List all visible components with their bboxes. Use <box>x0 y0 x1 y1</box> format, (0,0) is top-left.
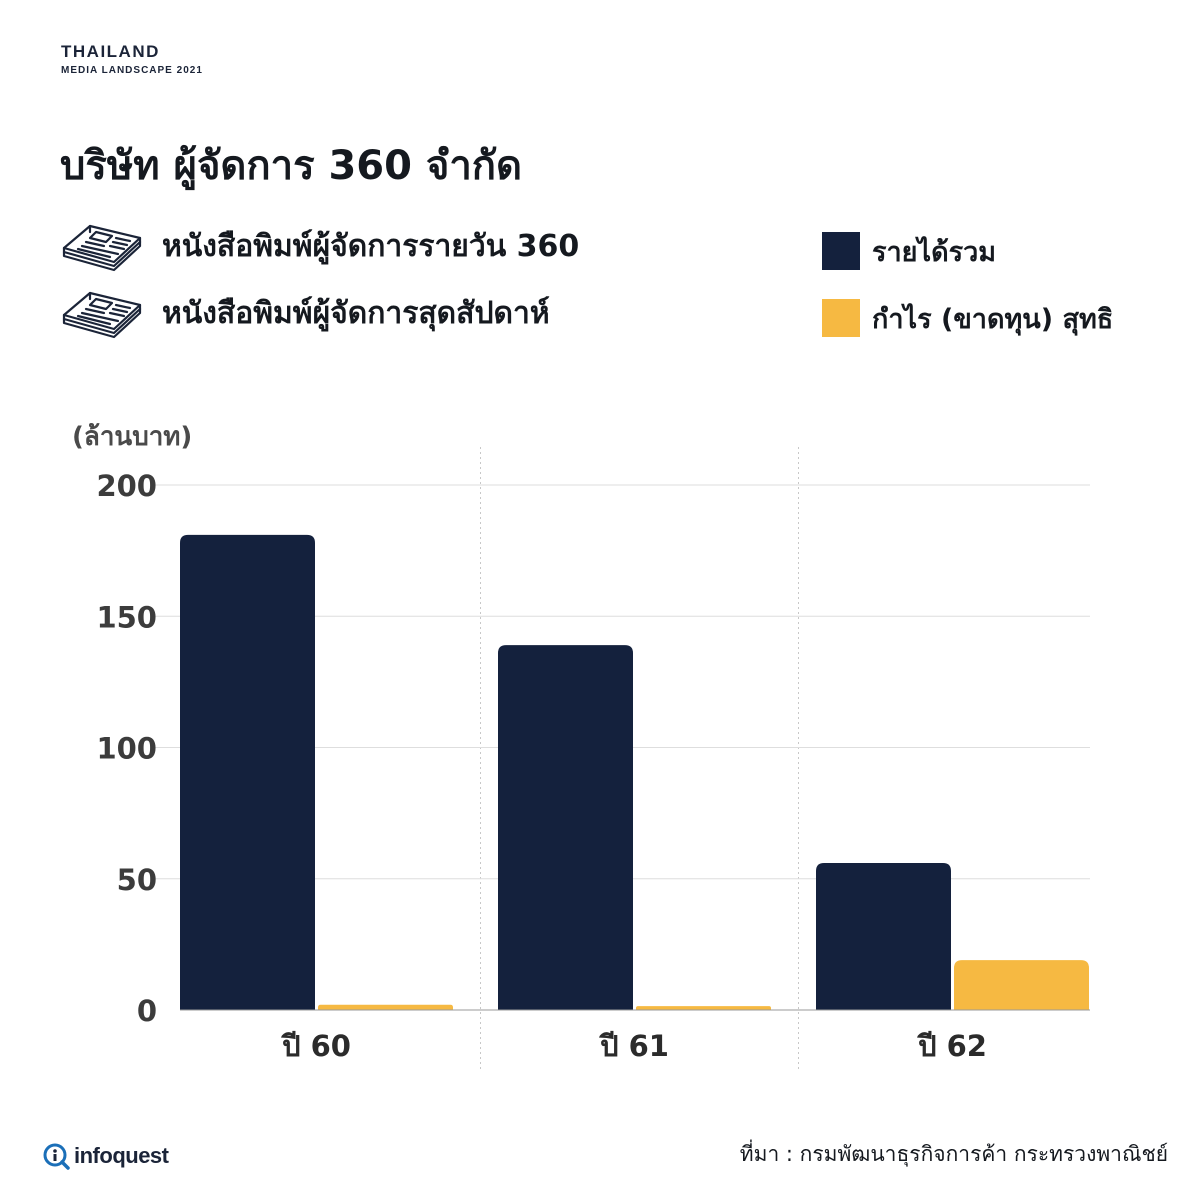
bar-net-profit <box>318 1004 453 1010</box>
x-category-label: ปี 60 <box>281 1029 351 1063</box>
source-note: ที่มา : กรมพัฒนาธุรกิจการค้า กระทรวงพาณิ… <box>739 1142 1168 1166</box>
bar-net-profit <box>954 960 1089 1010</box>
y-tick-label: 50 <box>117 863 157 897</box>
brand-logo: THAILAND MEDIA LANDSCAPE 2021 <box>61 42 203 78</box>
publication-item: หนังสือพิมพ์ผู้จัดการสุดสัปดาห์ <box>60 283 550 343</box>
legend-swatch-revenue <box>822 232 860 270</box>
x-category-label: ปี 61 <box>599 1029 669 1063</box>
magnifier-logo-icon <box>43 1143 70 1170</box>
legend-item-revenue: รายได้รวม <box>822 231 996 271</box>
legend-label: รายได้รวม <box>872 236 997 268</box>
x-category-label: ปี 62 <box>917 1029 987 1063</box>
infoquest-logo: infoquest <box>42 1140 169 1172</box>
legend-label: กำไร (ขาดทุน) สุทธิ <box>872 303 1114 335</box>
newspaper-icon <box>62 291 142 339</box>
publication-label: หนังสือพิมพ์ผู้จัดการสุดสัปดาห์ <box>162 295 550 331</box>
publication-item: หนังสือพิมพ์ผู้จัดการรายวัน 360 <box>60 216 579 276</box>
legend-item-profit: กำไร (ขาดทุน) สุทธิ <box>822 298 1113 338</box>
y-tick-label: 100 <box>96 732 157 766</box>
bar-revenue <box>498 645 633 1010</box>
bar-revenue <box>816 863 951 1010</box>
bar-net-profit <box>636 1006 771 1010</box>
y-tick-label: 200 <box>96 469 157 503</box>
y-tick-label: 0 <box>137 994 157 1028</box>
page-title: บริษัท ผู้จัดการ 360 จำกัด <box>60 143 522 189</box>
y-axis-unit-label: (ล้านบาท) <box>72 422 193 452</box>
legend-swatch-profit <box>822 299 860 337</box>
bar-revenue <box>180 534 315 1010</box>
publication-label: หนังสือพิมพ์ผู้จัดการรายวัน 360 <box>162 228 580 264</box>
brand-title: THAILAND <box>61 42 160 61</box>
brand-subtitle: MEDIA LANDSCAPE 2021 <box>61 65 203 76</box>
logo-text: infoquest <box>74 1143 169 1168</box>
y-tick-label: 150 <box>96 600 157 634</box>
newspaper-icon <box>62 224 142 272</box>
